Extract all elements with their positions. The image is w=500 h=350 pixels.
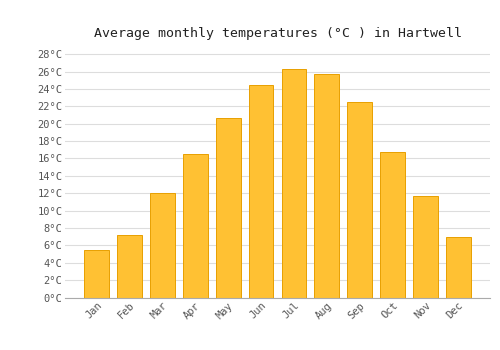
Bar — [248, 85, 274, 298]
Bar — [348, 102, 372, 298]
Bar — [413, 196, 438, 298]
Bar — [380, 152, 405, 298]
Bar — [84, 250, 109, 298]
Bar — [150, 193, 174, 298]
Bar — [446, 237, 470, 298]
Bar — [183, 154, 208, 298]
Bar — [314, 74, 339, 298]
Bar — [117, 235, 142, 298]
Bar — [216, 118, 240, 298]
Bar — [282, 69, 306, 298]
Title: Average monthly temperatures (°C ) in Hartwell: Average monthly temperatures (°C ) in Ha… — [94, 27, 462, 40]
